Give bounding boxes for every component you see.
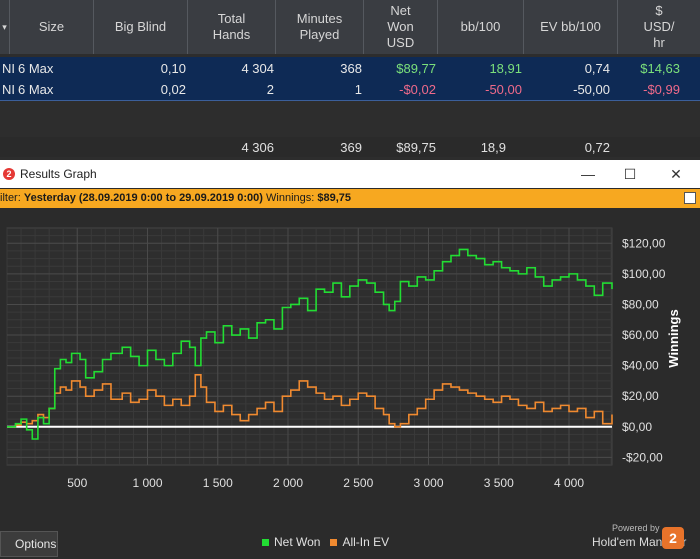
cell-big-blind: 0,10 bbox=[160, 60, 186, 76]
cell-bb100: -50,00 bbox=[485, 82, 522, 97]
x-tick-label: 1 000 bbox=[132, 476, 162, 490]
filter-expand-icon[interactable] bbox=[684, 192, 696, 204]
minimize-button[interactable]: — bbox=[581, 166, 595, 182]
column-header-usd-hr[interactable]: $ USD/ hr bbox=[643, 3, 675, 50]
cell-net-won: -$0,02 bbox=[399, 82, 436, 97]
column-header-minutes-played[interactable]: Minutes Played bbox=[276, 0, 364, 54]
cell-net-won: $89,77 bbox=[396, 60, 436, 76]
y-tick-label: $120,00 bbox=[622, 236, 666, 250]
cell-total-hands: 4 304 bbox=[241, 60, 274, 76]
column-header-size[interactable]: Size bbox=[10, 0, 94, 54]
x-tick-label: 2 000 bbox=[273, 476, 303, 490]
column-header-big-blind[interactable]: Big Blind bbox=[94, 0, 188, 54]
legend-item-all-in-ev[interactable]: All-In EV bbox=[330, 535, 389, 549]
x-tick-label: 3 000 bbox=[413, 476, 443, 490]
x-tick-label: 2 500 bbox=[343, 476, 373, 490]
total-ev-bb100: 0,72 bbox=[584, 139, 610, 155]
cell-game: NI bbox=[2, 60, 15, 76]
y-tick-label: $0,00 bbox=[622, 420, 652, 434]
cell-big-blind: 0,02 bbox=[160, 82, 186, 97]
total-minutes: 369 bbox=[340, 139, 362, 155]
options-label: Options bbox=[15, 537, 57, 551]
table-row[interactable]: NI 6 Max 0,10 4 304 368 $89,77 18,91 0,7… bbox=[0, 57, 700, 79]
window-title: Results Graph bbox=[20, 167, 97, 181]
filter-value: Yesterday (28.09.2019 0:00 to 29.09.2019… bbox=[23, 192, 263, 204]
cell-total-hands: 2 bbox=[266, 82, 274, 97]
cell-size: 6 Max bbox=[18, 82, 54, 97]
cell-bb100: 18,91 bbox=[489, 60, 522, 76]
y-tick-label: $80,00 bbox=[622, 297, 659, 311]
y-tick-label: $20,00 bbox=[622, 389, 659, 403]
cell-minutes: 1 bbox=[354, 82, 362, 97]
legend-item-net-won[interactable]: Net Won bbox=[262, 535, 320, 549]
cell-game: NI bbox=[2, 82, 15, 97]
column-menu-arrow-icon[interactable]: ▾ bbox=[0, 0, 10, 54]
hm2-app-icon: 2 bbox=[3, 168, 15, 180]
y-tick-label: $40,00 bbox=[622, 359, 659, 373]
table-row[interactable]: NI 6 Max 0,02 2 1 -$0,02 -50,00 -50,00 -… bbox=[0, 79, 700, 101]
series-net-won bbox=[7, 248, 613, 440]
table-totals-row: 4 306 369 $89,75 18,9 0,72 bbox=[0, 137, 700, 157]
y-tick-label: $100,00 bbox=[622, 267, 666, 281]
legend-label-net-won: Net Won bbox=[274, 535, 321, 549]
chart-legend: Net Won All-In EV bbox=[262, 535, 389, 549]
total-net-won: $89,75 bbox=[396, 139, 436, 155]
table-empty-area bbox=[0, 103, 700, 137]
total-bb100: 18,9 bbox=[480, 139, 506, 155]
cell-ev-bb100: -50,00 bbox=[573, 82, 610, 97]
legend-swatch-all-in-ev bbox=[330, 538, 338, 546]
y-axis-title: Winnings bbox=[666, 309, 681, 367]
maximize-button[interactable]: ☐ bbox=[623, 165, 637, 182]
column-header-total-hands[interactable]: Total Hands bbox=[188, 0, 276, 54]
x-tick-label: 4 000 bbox=[554, 476, 584, 490]
column-header-net-won[interactable]: Net Won USD bbox=[364, 0, 438, 54]
x-tick-label: 1 500 bbox=[203, 476, 233, 490]
series-all-in-ev bbox=[7, 373, 613, 428]
results-graph-window: 2 Results Graph — ☐ ✕ ilter: Yesterday (… bbox=[0, 160, 700, 559]
legend-swatch-net-won bbox=[262, 538, 269, 546]
plot-area bbox=[6, 227, 613, 466]
hm2-logo: 2 bbox=[662, 527, 684, 549]
column-header-bb100[interactable]: bb/100 bbox=[438, 0, 524, 54]
cell-size: 6 Max bbox=[18, 60, 54, 76]
results-chart: 500 1 000 1 500 2 000 2 500 3 000 3 500 4 000 -$… bbox=[6, 227, 681, 490]
close-button[interactable]: ✕ bbox=[670, 165, 682, 182]
legend-label-all-in-ev: All-In EV bbox=[342, 535, 390, 549]
x-tick-label: 500 bbox=[67, 476, 87, 490]
winnings-value: $89,75 bbox=[317, 192, 352, 204]
cell-usd-hr: -$0,99 bbox=[643, 82, 680, 97]
cell-ev-bb100: 0,74 bbox=[584, 60, 610, 76]
powered-by-label: Powered by bbox=[612, 523, 660, 533]
column-header-ev-bb100[interactable]: EV bb/100 bbox=[524, 0, 618, 54]
y-tick-label: $60,00 bbox=[622, 328, 659, 342]
winnings-label: Winnings: bbox=[266, 192, 315, 204]
cell-minutes: 368 bbox=[340, 60, 362, 76]
options-button[interactable]: Options bbox=[0, 531, 58, 557]
y-tick-label: -$20,00 bbox=[622, 450, 663, 464]
total-hands: 4 306 bbox=[241, 139, 274, 155]
stats-table-header: ▾ Size Big Blind Total Hands Minutes Pla… bbox=[0, 0, 700, 54]
filter-prefix: ilter: bbox=[0, 192, 21, 204]
x-tick-label: 3 500 bbox=[484, 476, 514, 490]
cell-usd-hr: $14,63 bbox=[640, 60, 680, 76]
filter-bar: ilter: Yesterday (28.09.2019 0:00 to 29.… bbox=[0, 189, 700, 208]
window-titlebar[interactable]: 2 Results Graph — ☐ ✕ bbox=[0, 160, 700, 188]
